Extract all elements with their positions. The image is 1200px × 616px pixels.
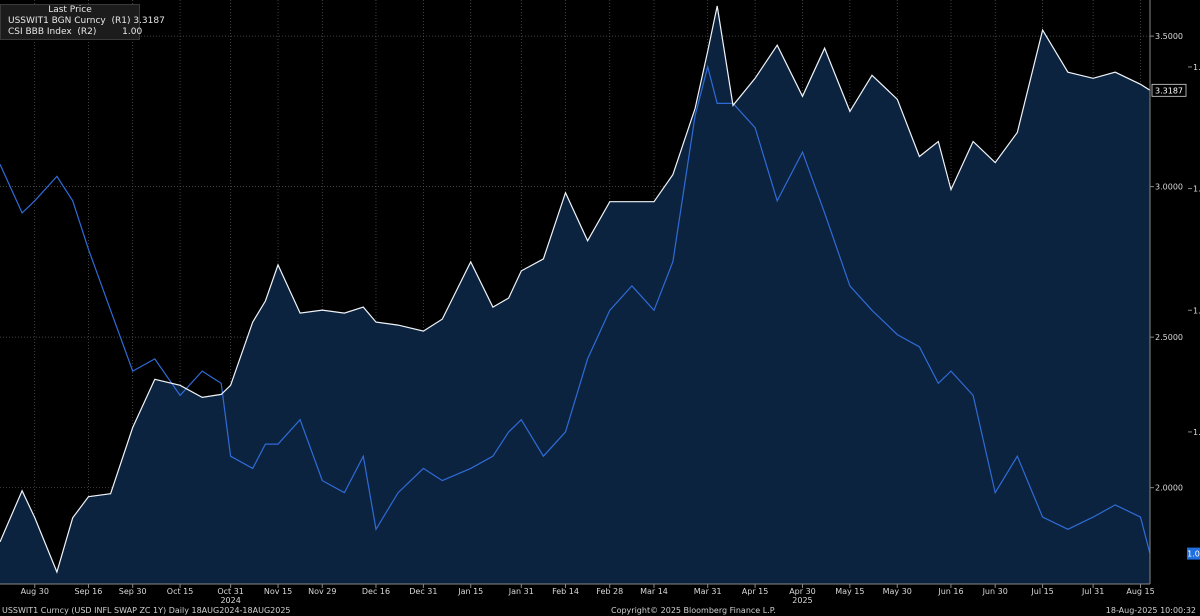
x-tick-label: Feb 28 <box>596 587 623 596</box>
series-1-last-value-box <box>1151 83 1187 97</box>
series-2-last-value: 1.00 <box>1187 550 1200 559</box>
series-2-last-value-box <box>1187 547 1200 560</box>
r2-tick-label: 1.10 <box>1193 428 1200 437</box>
x-tick-label: Oct 15 <box>167 587 194 596</box>
series-1-line <box>0 5 1151 574</box>
x-tick-label: Feb 14 <box>552 587 579 596</box>
legend-title: Last Price <box>48 5 92 15</box>
last-value-labels: 3.3187 1.00 <box>1151 83 1200 560</box>
legend-label-series-2: CSI BBB Index (R2) 1.00 <box>8 27 143 37</box>
footer: USSWIT1 Curncy (USD INFL SWAP ZC 1Y) Dai… <box>0 606 1200 616</box>
legend-label-series-1: USSWIT1 BGN Curncy (R1) 3.3187 <box>8 16 165 26</box>
footer-timestamp: 18-Aug-2025 10:00:32 <box>1105 606 1196 615</box>
r2-tick-label: 1.40 <box>1193 63 1200 72</box>
x-tick-label: Sep 30 <box>119 587 147 596</box>
x-tick-label: Apr 15 <box>742 587 769 596</box>
x-tick-label: Sep 16 <box>75 587 103 596</box>
year-label: 2024 <box>220 596 240 605</box>
x-tick-label: Jul 15 <box>1030 587 1053 596</box>
x-tick-label: Aug 15 <box>1126 587 1154 596</box>
x-tick-label: Jan 31 <box>508 587 534 596</box>
x-tick-label: May 30 <box>883 587 912 596</box>
x-tick-label: Jun 30 <box>982 587 1008 596</box>
x-tick-label: Dec 16 <box>362 587 390 596</box>
x-tick-label: Aug 30 <box>21 587 49 596</box>
r1-tick-label: 3.5000 <box>1155 32 1183 41</box>
series-1-last-value: 3.3187 <box>1155 86 1183 95</box>
series-2-line <box>0 64 1151 554</box>
footer-copyright: Copyright© 2025 Bloomberg Finance L.P. <box>611 606 776 615</box>
year-label: 2025 <box>792 596 812 605</box>
x-tick-label: Apr 30 <box>789 587 816 596</box>
x-tick-label: Mar 31 <box>694 587 722 596</box>
x-tick-label: Jun 16 <box>937 587 963 596</box>
legend-item-series-2: CSI BBB Index (R2) 1.00 <box>1 27 143 38</box>
r2-tick-label: 1.20 <box>1193 306 1200 315</box>
x-tick-label: Nov 29 <box>308 587 336 596</box>
y-axis-right: 2.0000 2.5000 3.0000 3.5000 1.00 1.10 1.20 1.30… <box>1149 0 1200 584</box>
x-tick-label: Oct 31 <box>217 587 244 596</box>
r2-tick-label: 1.30 <box>1193 185 1200 194</box>
x-tick-label: Jan 15 <box>457 587 483 596</box>
x-tick-label: Dec 31 <box>409 587 437 596</box>
x-tick-label: Nov 15 <box>264 587 292 596</box>
x-tick-label: May 15 <box>835 587 864 596</box>
x-axis: Aug 30 Sep 16 Sep 30 Oct 15 Oct 31 Nov 15 Nov … <box>0 583 1155 605</box>
x-tick-label: Jul 31 <box>1081 587 1104 596</box>
r1-tick-label: 2.5000 <box>1155 333 1183 342</box>
r1-tick-label: 3.0000 <box>1155 183 1183 192</box>
series-1-area <box>0 6 1150 584</box>
legend: Last Price USSWIT1 BGN Curncy (R1) 3.318… <box>0 4 165 40</box>
r1-tick-label: 2.0000 <box>1155 484 1183 493</box>
legend-item-series-1: USSWIT1 BGN Curncy (R1) 3.3187 <box>1 16 165 27</box>
footer-security-info: USSWIT1 Curncy (USD INFL SWAP ZC 1Y) Dai… <box>2 606 291 615</box>
x-tick-label: Mar 14 <box>640 587 668 596</box>
